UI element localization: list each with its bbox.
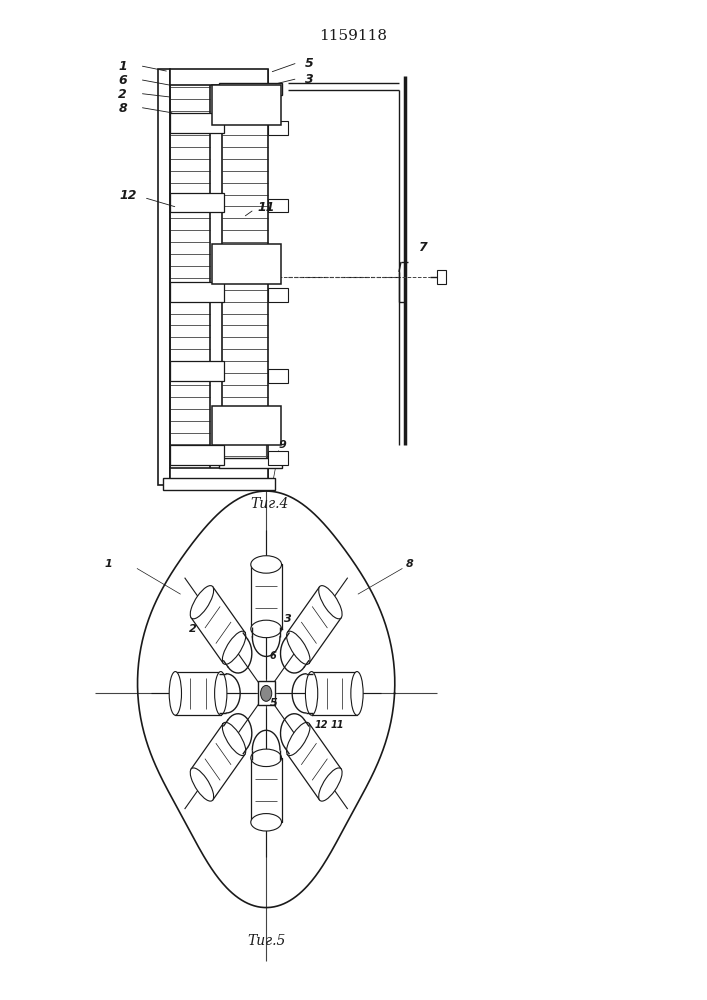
Ellipse shape bbox=[190, 768, 214, 801]
Ellipse shape bbox=[286, 722, 310, 756]
Text: 1: 1 bbox=[118, 60, 127, 73]
Text: 8: 8 bbox=[118, 102, 127, 115]
Text: 3: 3 bbox=[305, 73, 313, 86]
Bar bbox=[170, 361, 223, 381]
Text: 7: 7 bbox=[418, 241, 426, 254]
Polygon shape bbox=[175, 672, 221, 715]
Text: Τиг.5: Τиг.5 bbox=[247, 934, 286, 948]
Ellipse shape bbox=[251, 814, 281, 831]
Text: 9: 9 bbox=[279, 440, 286, 450]
Text: 12: 12 bbox=[315, 720, 329, 730]
Bar bbox=[258, 681, 274, 705]
Text: 1: 1 bbox=[105, 559, 112, 569]
Bar bbox=[158, 69, 170, 485]
Ellipse shape bbox=[319, 768, 342, 801]
Ellipse shape bbox=[286, 631, 310, 664]
Text: 5: 5 bbox=[305, 57, 313, 70]
Bar bbox=[170, 69, 268, 85]
Bar bbox=[170, 282, 223, 302]
Ellipse shape bbox=[351, 672, 363, 715]
Bar bbox=[170, 113, 223, 133]
Polygon shape bbox=[288, 587, 341, 663]
Ellipse shape bbox=[215, 672, 227, 715]
Bar bbox=[170, 193, 223, 212]
Text: Τиг.4: Τиг.4 bbox=[250, 497, 289, 511]
Polygon shape bbox=[191, 587, 245, 663]
Text: 11: 11 bbox=[257, 201, 274, 214]
Polygon shape bbox=[191, 724, 245, 800]
Polygon shape bbox=[251, 564, 281, 629]
Text: 6: 6 bbox=[269, 651, 276, 661]
Ellipse shape bbox=[251, 620, 281, 638]
Text: 11: 11 bbox=[330, 720, 344, 730]
Ellipse shape bbox=[251, 749, 281, 767]
Ellipse shape bbox=[169, 672, 182, 715]
Text: 5: 5 bbox=[269, 698, 277, 708]
Circle shape bbox=[261, 685, 271, 701]
Ellipse shape bbox=[222, 722, 246, 756]
Bar bbox=[268, 121, 288, 135]
Polygon shape bbox=[251, 758, 281, 822]
Ellipse shape bbox=[222, 631, 246, 664]
Bar bbox=[212, 244, 281, 284]
Bar bbox=[268, 199, 288, 212]
Text: 1159118: 1159118 bbox=[320, 29, 387, 43]
Bar bbox=[170, 468, 268, 480]
Bar bbox=[163, 478, 275, 490]
Bar bbox=[268, 451, 288, 465]
Bar bbox=[212, 85, 281, 125]
Text: 6: 6 bbox=[118, 74, 127, 87]
Bar bbox=[212, 406, 281, 445]
Text: 2: 2 bbox=[189, 624, 197, 634]
Bar bbox=[218, 458, 282, 468]
Ellipse shape bbox=[319, 586, 342, 619]
Bar bbox=[218, 84, 282, 95]
Bar bbox=[268, 369, 288, 383]
Text: 12: 12 bbox=[119, 189, 137, 202]
Bar bbox=[268, 288, 288, 302]
Polygon shape bbox=[288, 724, 341, 800]
Ellipse shape bbox=[190, 586, 214, 619]
Text: 2: 2 bbox=[118, 88, 127, 101]
Bar bbox=[170, 445, 223, 465]
Text: 8: 8 bbox=[406, 559, 414, 569]
Bar bbox=[438, 270, 445, 284]
Text: 3: 3 bbox=[284, 614, 291, 624]
Polygon shape bbox=[312, 672, 357, 715]
Ellipse shape bbox=[251, 556, 281, 573]
Ellipse shape bbox=[305, 672, 317, 715]
